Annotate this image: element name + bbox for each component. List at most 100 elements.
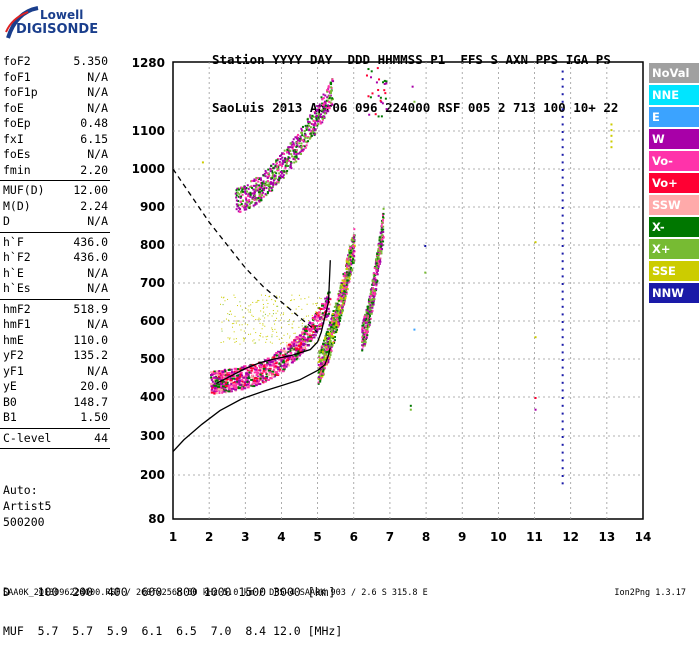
echo-dot — [374, 279, 377, 282]
echo-dot — [369, 298, 372, 301]
echo-dot — [312, 115, 315, 118]
echo-dot — [380, 101, 383, 104]
echo-dot — [296, 139, 299, 142]
echo-dot — [321, 350, 324, 353]
echo-dot — [298, 338, 301, 341]
echo-dot — [339, 317, 342, 320]
echo-dot — [267, 373, 271, 376]
echo-dot — [382, 236, 385, 239]
echo-dot — [235, 208, 238, 211]
echo-dot — [243, 337, 245, 339]
echo-dot — [321, 312, 324, 315]
echo-dot — [325, 347, 328, 350]
echo-dot — [300, 339, 304, 342]
echo-dot — [311, 128, 314, 131]
profile-line — [172, 347, 331, 453]
echo-dot — [340, 295, 343, 298]
echo-dot — [276, 168, 279, 171]
echo-dot — [241, 193, 244, 196]
echo-dot — [230, 372, 234, 375]
echo-dot — [561, 199, 564, 202]
echo-dot — [377, 252, 380, 255]
echo-dot — [254, 189, 257, 192]
echo-dot — [331, 331, 334, 334]
echo-dot — [259, 198, 262, 201]
echo-dot — [241, 187, 244, 190]
echo-dot — [292, 344, 295, 347]
echo-dot — [307, 129, 310, 132]
echo-dot — [310, 322, 314, 325]
echo-dot — [330, 330, 333, 333]
echo-dot — [303, 135, 306, 138]
echo-dot — [289, 346, 292, 349]
echo-dot — [371, 306, 374, 309]
echo-dot — [295, 156, 298, 159]
echo-dot — [364, 322, 367, 325]
echo-dot — [325, 301, 328, 304]
echo-dot — [300, 331, 303, 334]
echo-dot — [331, 344, 334, 347]
echo-dot — [283, 351, 287, 354]
echo-dot — [322, 368, 325, 371]
echo-dot — [276, 366, 280, 369]
echo-dot — [228, 338, 230, 340]
echo-dot — [370, 76, 373, 79]
echo-dot — [255, 301, 257, 303]
echo-dot — [350, 263, 353, 266]
param-row: foF2 5.350 — [0, 54, 110, 70]
echo-dot — [275, 320, 277, 322]
echo-dot — [380, 238, 383, 241]
echo-dot — [264, 294, 266, 296]
echo-dot — [368, 314, 371, 317]
echo-dot — [315, 319, 319, 322]
echo-dot — [298, 334, 302, 337]
echo-dot — [343, 282, 346, 285]
echo-dot — [254, 203, 257, 206]
echo-dot — [300, 127, 303, 130]
echo-dot — [300, 131, 303, 134]
echo-dot — [292, 327, 294, 329]
echo-dot — [244, 378, 247, 381]
echo-dot — [241, 199, 244, 202]
echo-dot — [264, 183, 267, 186]
echo-dot — [289, 146, 292, 149]
echo-dot — [265, 336, 267, 338]
echo-dot — [331, 103, 334, 106]
echo-dot — [224, 391, 227, 394]
echo-dot — [245, 198, 248, 201]
echo-dot — [283, 161, 286, 164]
echo-dot — [275, 159, 278, 162]
echo-dot — [377, 89, 380, 92]
echo-dot — [266, 299, 268, 301]
echo-dot — [271, 360, 274, 363]
echo-dot — [266, 338, 268, 340]
echo-dot — [297, 157, 300, 160]
echo-dot — [363, 339, 366, 342]
echo-dot — [315, 315, 319, 318]
echo-dot — [303, 336, 307, 339]
echo-dot — [309, 115, 312, 118]
echo-dot — [249, 195, 252, 198]
echo-dot — [301, 308, 303, 310]
echo-dot — [296, 353, 300, 356]
echo-dot — [335, 322, 338, 325]
echo-dot — [363, 331, 366, 334]
echo-dot — [217, 372, 220, 375]
echo-dot — [266, 180, 269, 183]
echo-dot — [380, 240, 383, 243]
echo-dot — [312, 336, 316, 339]
echo-dot — [368, 306, 371, 309]
echo-dot — [229, 337, 231, 339]
legend-item: W — [649, 129, 699, 149]
echo-dot — [287, 356, 290, 359]
echo-dot — [365, 315, 368, 318]
echo-dot — [237, 381, 241, 384]
echo-dot — [225, 318, 227, 320]
echo-dot — [337, 295, 340, 298]
echo-dot — [250, 192, 253, 195]
echo-dot — [341, 286, 344, 289]
echo-dot — [272, 359, 275, 362]
echo-dot — [262, 189, 265, 192]
echo-dot — [310, 115, 313, 118]
echo-dot — [269, 313, 271, 315]
